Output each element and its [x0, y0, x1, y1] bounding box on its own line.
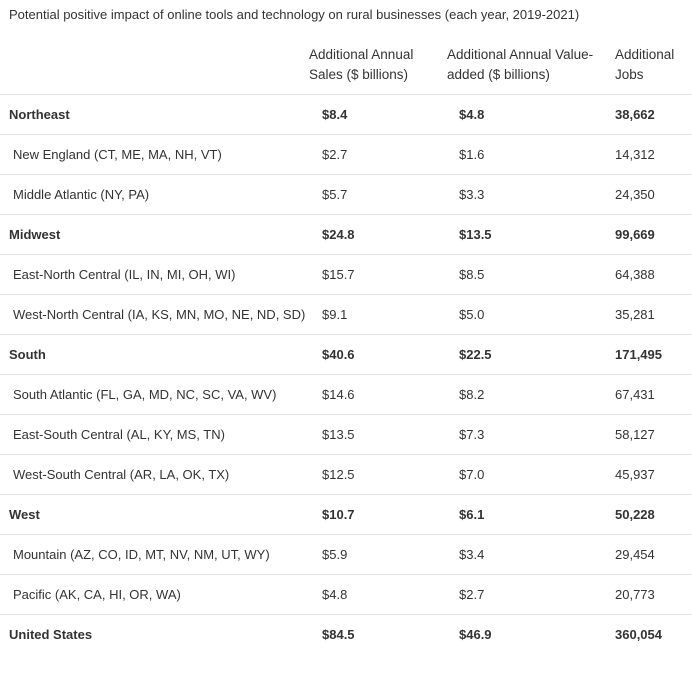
- table-cell: $7.0: [459, 466, 485, 482]
- table-cell: $8.4: [322, 106, 348, 122]
- column-header: Additional Annual Value-added ($ billion…: [447, 47, 594, 82]
- table-row: West-South Central (AR, LA, OK, TX) $12.5…: [0, 454, 692, 494]
- row-label: South: [9, 346, 46, 362]
- table-cell: $8.5: [459, 266, 485, 282]
- table-row: West-North Central (IA, KS, MN, MO, NE, …: [0, 294, 692, 334]
- row-label: New England (CT, ME, MA, NH, VT): [13, 146, 222, 162]
- table-row: East-North Central (IL, IN, MI, OH, WI) $…: [0, 254, 692, 294]
- table-row: Mountain (AZ, CO, ID, MT, NV, NM, UT, WY…: [0, 534, 692, 574]
- table-cell: 38,662: [615, 106, 655, 122]
- table-cell: $5.7: [322, 186, 348, 202]
- table-row: Northeast $8.4 $4.8 38,662: [0, 94, 692, 134]
- table-cell: 20,773: [615, 586, 655, 602]
- table-cell: 58,127: [615, 426, 655, 442]
- table-cell: $40.6: [322, 346, 355, 362]
- table-cell: $2.7: [322, 146, 348, 162]
- table-row: East-South Central (AL, KY, MS, TN) $13.5…: [0, 414, 692, 454]
- table-row: Middle Atlantic (NY, PA) $5.7 $3.3 24,350: [0, 174, 692, 214]
- table-cell: $8.2: [459, 386, 485, 402]
- row-label: Midwest: [9, 226, 61, 242]
- table-cell: 24,350: [615, 186, 655, 202]
- table-cell: $14.6: [322, 386, 355, 402]
- table-cell: $13.5: [459, 226, 492, 242]
- row-label: United States: [9, 626, 93, 642]
- column-header: Additional Annual Sales ($ billions): [309, 47, 414, 82]
- row-label: West-North Central (IA, KS, MN, MO, NE, …: [13, 306, 306, 322]
- table-cell: $46.9: [459, 626, 492, 642]
- table-cell: 45,937: [615, 466, 655, 482]
- table-cell: $2.7: [459, 586, 485, 602]
- table-cell: $22.5: [459, 346, 492, 362]
- table-cell: 29,454: [615, 546, 655, 562]
- table-cell: $5.9: [322, 546, 348, 562]
- table-cell: $13.5: [322, 426, 355, 442]
- table-cell: $1.6: [459, 146, 485, 162]
- table-title: Potential positive impact of online tool…: [9, 7, 580, 22]
- table-cell: $10.7: [322, 506, 355, 522]
- table-row: United States $84.5 $46.9 360,054: [0, 614, 692, 654]
- table-cell: $4.8: [322, 586, 348, 602]
- table-cell: $6.1: [459, 506, 485, 522]
- table-cell: $3.3: [459, 186, 485, 202]
- row-label: West: [9, 506, 40, 522]
- table-cell: $7.3: [459, 426, 485, 442]
- table-row: West $10.7 $6.1 50,228: [0, 494, 692, 534]
- row-label: West-South Central (AR, LA, OK, TX): [13, 466, 230, 482]
- table-cell: $4.8: [459, 106, 485, 122]
- row-label: East-North Central (IL, IN, MI, OH, WI): [13, 266, 236, 282]
- table-cell: $12.5: [322, 466, 355, 482]
- column-header: Additional Jobs: [615, 47, 675, 82]
- table-row: New England (CT, ME, MA, NH, VT) $2.7 $1.6…: [0, 134, 692, 174]
- table-cell: 360,054: [615, 626, 662, 642]
- table-row: South Atlantic (FL, GA, MD, NC, SC, VA, …: [0, 374, 692, 414]
- table-cell: 64,388: [615, 266, 655, 282]
- row-label: South Atlantic (FL, GA, MD, NC, SC, VA, …: [13, 386, 277, 402]
- table-cell: 67,431: [615, 386, 655, 402]
- table-row: Pacific (AK, CA, HI, OR, WA) $4.8 $2.7 20,7…: [0, 574, 692, 614]
- row-label: Middle Atlantic (NY, PA): [13, 186, 150, 202]
- row-label: Northeast: [9, 106, 70, 122]
- table-cell: 171,495: [615, 346, 662, 362]
- table-cell: 35,281: [615, 306, 655, 322]
- table-cell: $15.7: [322, 266, 355, 282]
- table-cell: $3.4: [459, 546, 485, 562]
- row-label: Mountain (AZ, CO, ID, MT, NV, NM, UT, WY…: [13, 546, 270, 562]
- row-label: Pacific (AK, CA, HI, OR, WA): [13, 586, 181, 602]
- table-cell: $24.8: [322, 226, 355, 242]
- table-cell: 50,228: [615, 506, 655, 522]
- table-row: South $40.6 $22.5 171,495: [0, 334, 692, 374]
- table-cell: 14,312: [615, 146, 655, 162]
- table-cell: $5.0: [459, 306, 485, 322]
- table-cell: $84.5: [322, 626, 355, 642]
- row-label: East-South Central (AL, KY, MS, TN): [13, 426, 225, 442]
- table-row: Midwest $24.8 $13.5 99,669: [0, 214, 692, 254]
- table-cell: $9.1: [322, 306, 348, 322]
- table-cell: 99,669: [615, 226, 655, 242]
